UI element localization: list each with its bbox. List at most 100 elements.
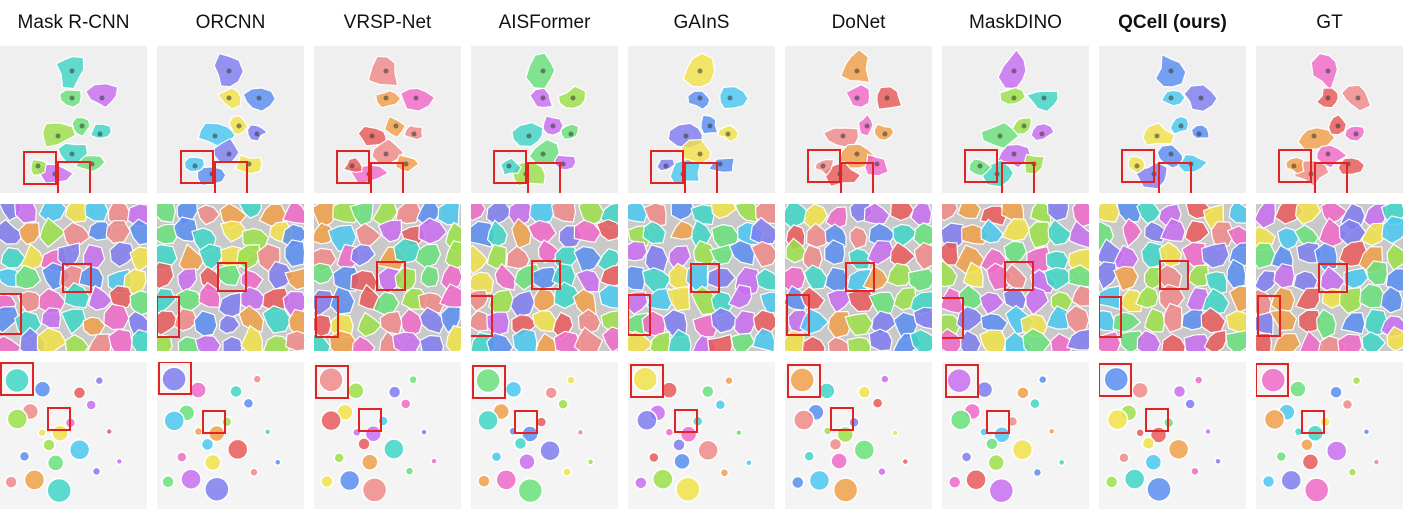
highlight-box: [1145, 408, 1169, 432]
highlight-box: [1278, 149, 1312, 183]
highlight-box: [1099, 363, 1132, 397]
segmentation-panel: [942, 46, 1089, 193]
segmentation-image: [1256, 362, 1403, 509]
highlight-box: [158, 362, 192, 395]
highlight-box: [690, 263, 720, 293]
highlight-box: [684, 162, 718, 193]
segmentation-panel: [314, 204, 461, 351]
segmentation-image: [471, 362, 618, 509]
segmentation-panel: [0, 204, 147, 351]
highlight-box: [23, 151, 57, 185]
highlight-box: [650, 150, 684, 184]
segmentation-panel: [1099, 204, 1246, 351]
highlight-box: [1159, 260, 1189, 290]
highlight-box: [157, 296, 180, 338]
highlight-box: [493, 150, 527, 184]
segmentation-image: [0, 362, 147, 509]
segmentation-panel: [628, 204, 775, 351]
segmentation-image: [942, 204, 1089, 351]
segmentation-panel: [157, 362, 304, 509]
segmentation-panel: [0, 46, 147, 193]
segmentation-panel: [314, 46, 461, 193]
highlight-box: [527, 162, 561, 193]
segmentation-panel: [785, 46, 932, 193]
highlight-box: [830, 407, 854, 431]
highlight-box: [845, 262, 875, 292]
highlight-box: [315, 296, 339, 338]
segmentation-panel: [942, 204, 1089, 351]
highlight-box: [62, 263, 92, 293]
highlight-box: [942, 297, 964, 339]
highlight-box: [472, 365, 506, 399]
highlight-box: [1318, 263, 1348, 293]
highlight-box: [787, 364, 821, 398]
segmentation-image: [942, 46, 1089, 193]
segmentation-panel: [1099, 362, 1246, 509]
segmentation-image: [314, 46, 461, 193]
highlight-box: [945, 364, 979, 398]
segmentation-image: [628, 362, 775, 509]
segmentation-panel: [628, 46, 775, 193]
highlight-box: [1121, 149, 1155, 183]
highlight-box: [674, 409, 698, 433]
segmentation-panel: [471, 204, 618, 351]
segmentation-image: [471, 204, 618, 351]
column-title: DoNet: [831, 12, 886, 33]
segmentation-panel: [785, 204, 932, 351]
highlight-box: [47, 407, 71, 431]
segmentation-image: [0, 204, 147, 351]
highlight-box: [1158, 162, 1192, 193]
segmentation-panel: [785, 362, 932, 509]
highlight-box: [1314, 162, 1348, 193]
column-title: GT: [1316, 12, 1343, 33]
highlight-box: [531, 260, 561, 290]
segmentation-panel: [0, 362, 147, 509]
highlight-box: [202, 410, 226, 434]
segmentation-image: [471, 46, 618, 193]
segmentation-image: [785, 46, 932, 193]
column-title: VRSP-Net: [343, 12, 432, 33]
highlight-box: [964, 149, 998, 183]
segmentation-panel: [942, 362, 1089, 509]
highlight-box: [840, 162, 874, 193]
highlight-box: [376, 261, 406, 291]
highlight-box: [471, 295, 493, 337]
highlight-box: [0, 293, 22, 335]
segmentation-image: [314, 204, 461, 351]
segmentation-image: [1099, 204, 1246, 351]
column-title: ORCNN: [195, 12, 266, 33]
segmentation-image: [157, 362, 304, 509]
segmentation-image: [785, 362, 932, 509]
highlight-box: [786, 294, 810, 336]
highlight-box: [1256, 363, 1289, 397]
highlight-box: [0, 362, 34, 396]
column-title: QCell (ours): [1118, 12, 1227, 33]
segmentation-image: [1099, 362, 1246, 509]
segmentation-image: [1099, 46, 1246, 193]
highlight-box: [1099, 296, 1122, 338]
highlight-box: [628, 294, 651, 336]
highlight-box: [1001, 162, 1035, 193]
highlight-box: [315, 365, 349, 399]
highlight-box: [358, 408, 382, 432]
segmentation-image: [157, 46, 304, 193]
column-title: AISFormer: [498, 12, 591, 33]
segmentation-image: [942, 362, 1089, 509]
column-title: GAInS: [673, 12, 730, 33]
segmentation-panel: [1256, 362, 1403, 509]
segmentation-image: [157, 204, 304, 351]
segmentation-panel: [471, 46, 618, 193]
segmentation-panel: [471, 362, 618, 509]
segmentation-panel: [157, 204, 304, 351]
segmentation-panel: [1256, 204, 1403, 351]
column-title: MaskDINO: [969, 12, 1062, 33]
highlight-box: [336, 150, 370, 184]
segmentation-panel: [157, 46, 304, 193]
highlight-box: [370, 162, 404, 193]
segmentation-image: [0, 46, 147, 193]
highlight-box: [1257, 295, 1281, 337]
highlight-box: [514, 410, 538, 434]
highlight-box: [217, 262, 247, 292]
highlight-box: [57, 161, 91, 193]
highlight-box: [180, 150, 214, 184]
